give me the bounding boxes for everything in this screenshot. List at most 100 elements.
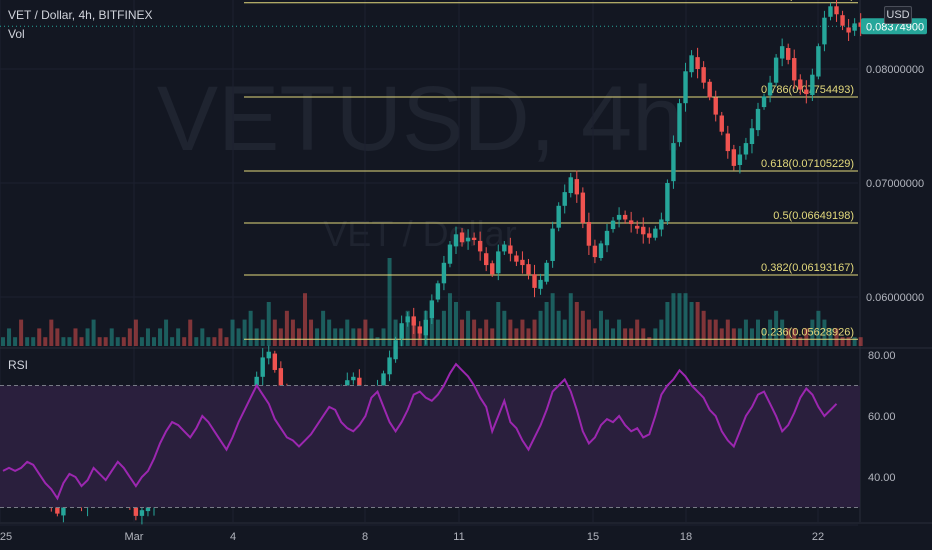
fib-level-label: 0.5(0.06649198) <box>773 210 854 222</box>
volume-bar <box>13 337 18 346</box>
candle-body <box>701 67 706 83</box>
volume-bar <box>369 328 374 346</box>
volume-bar <box>133 319 138 346</box>
candle-body <box>707 81 712 98</box>
candle-body <box>725 133 730 152</box>
volume-bar <box>749 328 754 346</box>
volume-bar <box>176 328 181 346</box>
candle-body <box>459 232 465 243</box>
candle-body <box>477 240 483 252</box>
candle-body <box>574 179 579 195</box>
time-tick-label: 18 <box>680 531 692 543</box>
current-price-value: 0.08374900 <box>866 21 924 33</box>
candle-body <box>610 220 616 230</box>
volume-bar <box>683 293 688 346</box>
volume-bar <box>598 310 603 346</box>
volume-bar <box>351 328 356 346</box>
candle-body <box>490 263 495 275</box>
volume-bar <box>290 319 295 346</box>
fib-level-label: 0.236(0.05628926) <box>761 326 854 338</box>
volume-bar <box>109 328 114 346</box>
candle-body <box>779 46 785 59</box>
time-tick-label: 15 <box>587 531 599 543</box>
candle-body <box>647 233 652 238</box>
candle-body <box>665 183 670 222</box>
volume-bar <box>31 337 36 346</box>
candle-body <box>508 245 513 254</box>
volume-bar <box>278 328 283 346</box>
volume-bar <box>526 328 531 346</box>
volume-bar <box>701 310 706 346</box>
volume-bar <box>840 337 845 346</box>
candle-body <box>653 228 658 238</box>
candle-body <box>357 377 362 389</box>
candle-body <box>399 323 404 339</box>
volume-bar <box>85 328 90 346</box>
candle-body <box>840 15 845 26</box>
rsi-pane[interactable]: 80.00 60.00 40.00 <box>0 350 896 508</box>
volume-bar <box>514 328 519 346</box>
candle-body <box>393 340 398 360</box>
time-tick-label: Mar <box>125 531 144 543</box>
volume-bar <box>562 319 567 346</box>
volume-bar <box>768 319 773 346</box>
volume-bar <box>544 302 549 346</box>
candle-body <box>755 108 761 131</box>
volume-bar <box>43 337 48 346</box>
candle-body <box>441 262 447 284</box>
volume-bar <box>429 302 434 346</box>
volume-bar <box>780 319 785 346</box>
volume-bar <box>79 337 84 346</box>
volume-bar <box>472 319 477 346</box>
volume-bar <box>858 337 863 346</box>
volume-bar <box>381 328 386 346</box>
volume-bar <box>435 319 440 346</box>
volume-bar <box>502 310 507 346</box>
candle-body <box>61 504 66 516</box>
volume-bar <box>605 319 609 346</box>
candle-body <box>816 46 821 77</box>
time-tick-label: 22 <box>812 531 824 543</box>
rsi-tick-label: 40.00 <box>868 472 896 484</box>
volume-bar <box>25 337 30 346</box>
time-axis[interactable]: 25 Mar 4 8 11 15 18 22 <box>0 531 824 543</box>
volume-bar <box>145 328 150 346</box>
volume-bar <box>677 293 682 346</box>
volume-bar <box>725 319 730 346</box>
volume-bar <box>248 310 253 346</box>
volume-bar <box>550 293 555 346</box>
volume-bar <box>822 319 827 346</box>
volume-bar <box>798 337 803 346</box>
chart-title: VET / Dollar, 4h, BITFINEX <box>8 8 153 22</box>
price-tick-label: 0.06000000 <box>866 292 924 304</box>
price-tick-label: 0.08000000 <box>866 64 924 76</box>
candle-body <box>592 245 598 258</box>
candle-body <box>834 6 839 15</box>
volume-bar <box>103 337 108 346</box>
volume-bar <box>212 337 217 346</box>
time-tick-label: 11 <box>453 531 464 543</box>
volume-bar <box>266 302 271 346</box>
volume-bar <box>737 328 742 346</box>
candle-body <box>381 373 386 386</box>
volume-bar <box>242 319 247 346</box>
volume-bar <box>538 310 543 346</box>
volume-bar <box>284 310 289 346</box>
volume-bar <box>1 337 5 346</box>
volume-bar <box>309 319 314 346</box>
volume-bar <box>363 319 368 346</box>
volume-bar <box>454 302 458 346</box>
candle-body <box>544 262 549 282</box>
candle-body <box>139 510 145 516</box>
watermark-symbol: VETUSD, 4h <box>157 68 684 170</box>
price-tick-label: 0.07000000 <box>866 178 924 190</box>
volume-bar <box>447 293 452 346</box>
time-tick-label: 4 <box>230 531 236 543</box>
volume-bar <box>508 319 513 346</box>
currency-unit-button[interactable]: USD <box>884 6 912 24</box>
volume-bar <box>713 319 718 346</box>
candle-body <box>387 357 392 375</box>
volume-label: Vol <box>8 27 25 41</box>
volume-bar <box>230 319 235 346</box>
